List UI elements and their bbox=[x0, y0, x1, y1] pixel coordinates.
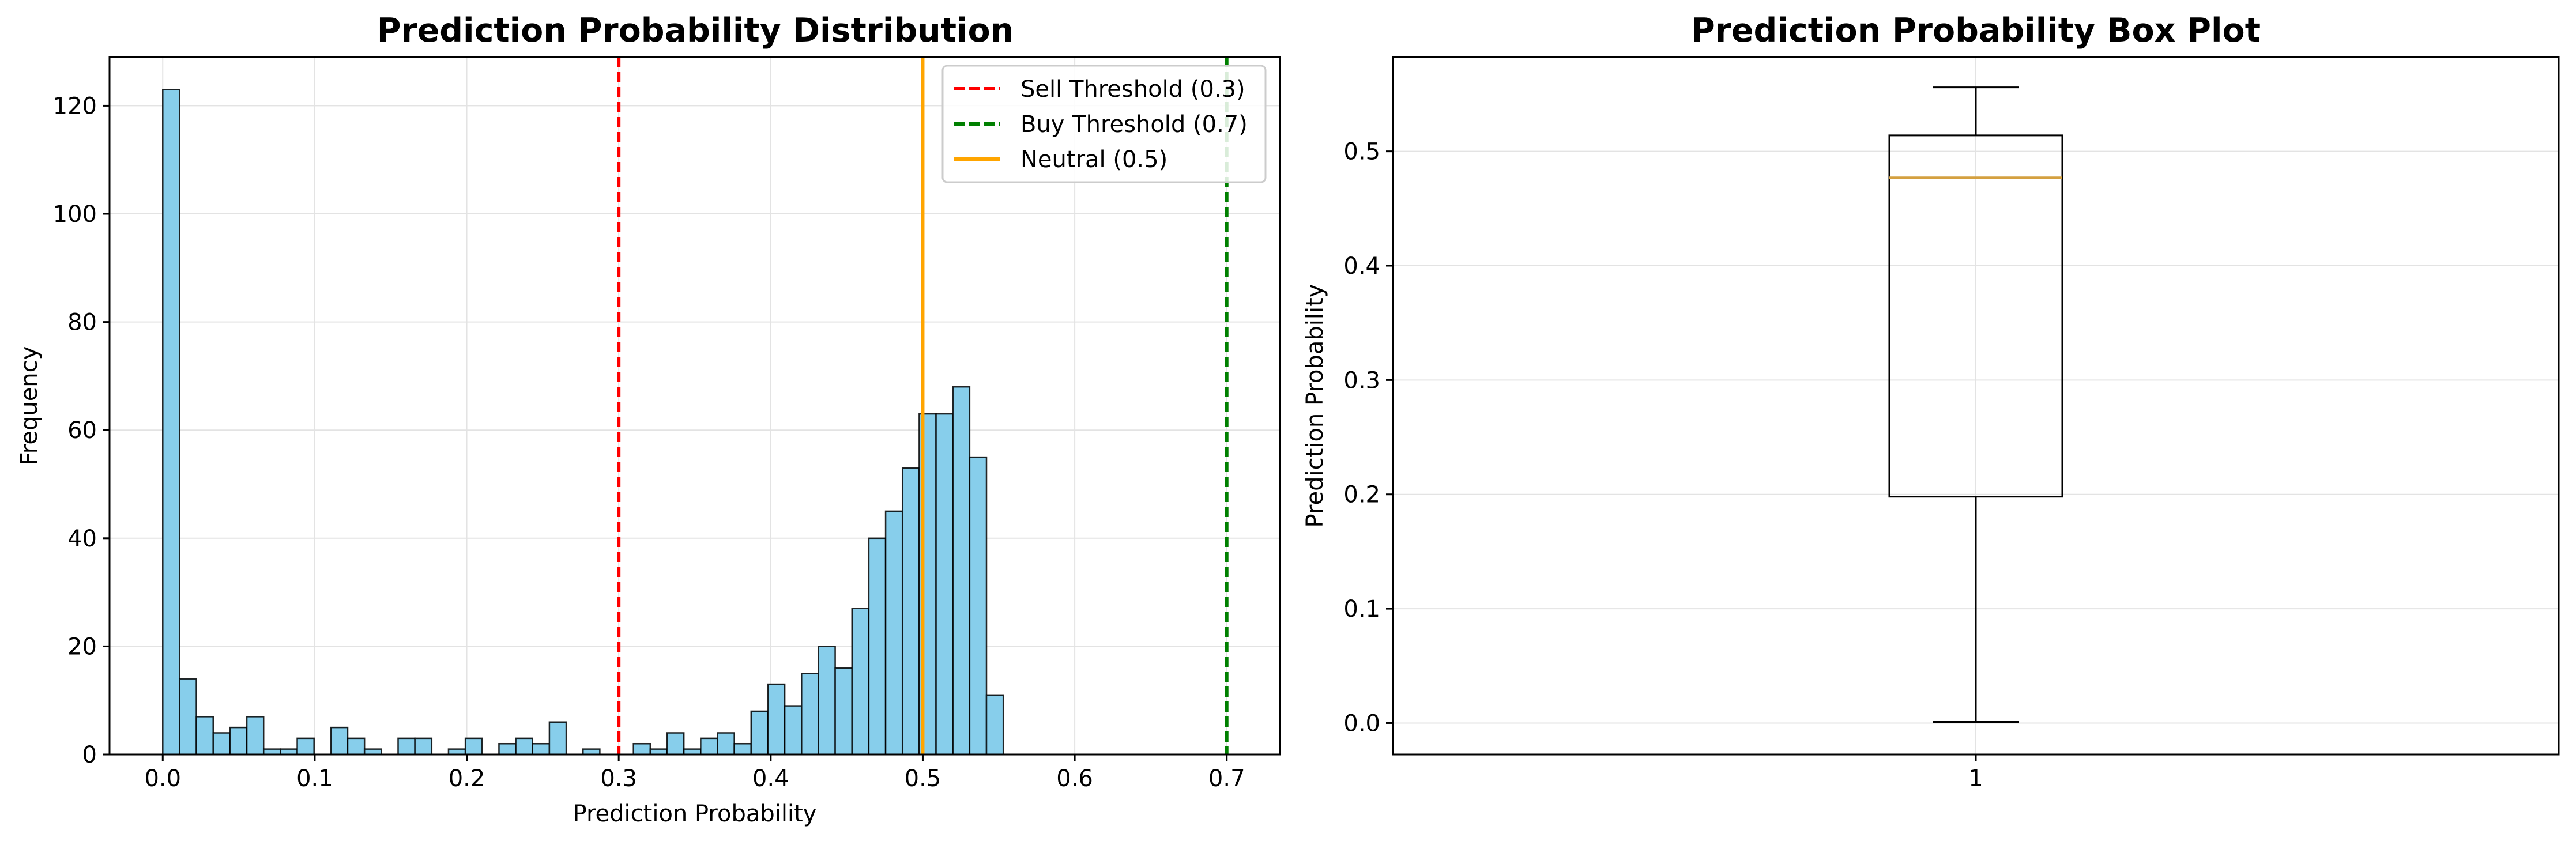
histogram-title: Prediction Probability Distribution bbox=[377, 12, 1014, 50]
x-tick-label: 0.5 bbox=[905, 765, 941, 792]
y-tick-label: 0.1 bbox=[1343, 596, 1380, 623]
histogram-y-label: Frequency bbox=[16, 346, 43, 466]
x-tick-label: 0.7 bbox=[1208, 765, 1245, 792]
boxplot-x-ticks: 1 bbox=[1968, 755, 1983, 792]
y-tick-label: 0.0 bbox=[1343, 710, 1380, 737]
boxplot-box bbox=[1888, 86, 2063, 723]
y-tick-label: 0.5 bbox=[1343, 139, 1380, 165]
legend-neutral-label: Neutral (0.5) bbox=[1020, 146, 1168, 173]
histogram-bar bbox=[851, 608, 870, 756]
histogram-bar bbox=[464, 737, 483, 756]
histogram-bar bbox=[935, 413, 954, 756]
histogram-bar bbox=[733, 742, 752, 756]
x-tick-label: 0.2 bbox=[449, 765, 485, 792]
boxplot-y-ticks: 0.0 0.1 0.2 0.3 0.4 0.5 bbox=[1343, 139, 1393, 737]
histogram-bar bbox=[532, 742, 551, 756]
boxplot-title: Prediction Probability Box Plot bbox=[1691, 12, 2261, 50]
histogram-bar bbox=[330, 726, 349, 756]
boxplot-y-label: Prediction Probability bbox=[1302, 284, 1328, 528]
y-tick-label: 0 bbox=[82, 742, 97, 768]
histogram-bar bbox=[717, 732, 735, 756]
histogram-bar bbox=[296, 737, 315, 756]
y-tick-label: 100 bbox=[53, 201, 97, 228]
x-tick-label: 0.0 bbox=[144, 765, 181, 792]
histogram-bars bbox=[162, 89, 1004, 756]
x-tick-label: 0.3 bbox=[600, 765, 637, 792]
y-tick-label: 20 bbox=[67, 633, 97, 660]
y-tick-label: 60 bbox=[67, 417, 97, 444]
histogram-bar bbox=[700, 737, 718, 756]
y-tick-label: 120 bbox=[53, 93, 97, 119]
histogram-bar bbox=[212, 732, 231, 756]
boxplot-panel: Prediction Probability Box Plot 0.00.10.… bbox=[1302, 12, 2560, 792]
x-tick-label: 0.6 bbox=[1056, 765, 1093, 792]
histogram-bar bbox=[498, 742, 517, 756]
histogram-bar bbox=[246, 716, 265, 756]
histogram-bar bbox=[414, 737, 433, 756]
histogram-axes-frame bbox=[108, 56, 1281, 756]
histogram-y-ticks: 0 20 40 60 80 100 120 bbox=[53, 93, 110, 768]
histogram-bar bbox=[632, 742, 651, 756]
histogram-bar bbox=[162, 89, 180, 756]
histogram-bar bbox=[985, 694, 1004, 756]
histogram-bar bbox=[969, 456, 988, 756]
histogram-bar bbox=[818, 646, 836, 756]
histogram-bar bbox=[229, 726, 248, 756]
histogram-bar bbox=[195, 716, 214, 756]
histogram-panel: Prediction Probability Distribution 0.0 0… bbox=[16, 12, 1281, 827]
histogram-bar bbox=[666, 732, 685, 756]
y-tick-label: 0.3 bbox=[1343, 367, 1380, 394]
y-tick-label: 40 bbox=[67, 526, 97, 552]
legend-buy-label: Buy Threshold (0.7) bbox=[1020, 111, 1248, 138]
y-tick-label: 80 bbox=[67, 310, 97, 336]
legend-sell-label: Sell Threshold (0.3) bbox=[1020, 76, 1245, 103]
histogram-x-label: Prediction Probability bbox=[573, 801, 817, 827]
histogram-bar bbox=[784, 705, 803, 756]
histogram-bar bbox=[834, 667, 853, 756]
histogram-bar bbox=[767, 683, 786, 756]
x-tick-label: 0.1 bbox=[296, 765, 333, 792]
histogram-bar bbox=[801, 673, 819, 756]
boxplot-grid bbox=[1393, 57, 2559, 755]
y-tick-label: 0.4 bbox=[1343, 253, 1380, 280]
histogram-reference-lines bbox=[617, 57, 1229, 755]
y-tick-label: 0.2 bbox=[1343, 482, 1380, 508]
histogram-bar bbox=[901, 467, 920, 756]
histogram-bar bbox=[179, 678, 197, 756]
legend-frame bbox=[941, 65, 1267, 183]
x-tick-label: 0.4 bbox=[752, 765, 789, 792]
histogram-x-ticks: 0.0 0.1 0.2 0.3 0.4 0.5 0.6 0.7 bbox=[144, 755, 1245, 792]
histogram-bar bbox=[868, 537, 887, 756]
histogram-bar bbox=[515, 737, 534, 756]
histogram-bar bbox=[884, 510, 903, 756]
x-tick-label: 1 bbox=[1968, 765, 1983, 792]
histogram-bar bbox=[347, 737, 366, 756]
histogram-legend: Sell Threshold (0.3) Buy Threshold (0.7)… bbox=[941, 65, 1267, 183]
histogram-bar bbox=[548, 721, 567, 756]
histogram-bar bbox=[952, 386, 971, 756]
histogram-bar bbox=[397, 737, 416, 756]
interquartile-box bbox=[1888, 134, 2063, 498]
histogram-bar bbox=[750, 710, 769, 756]
